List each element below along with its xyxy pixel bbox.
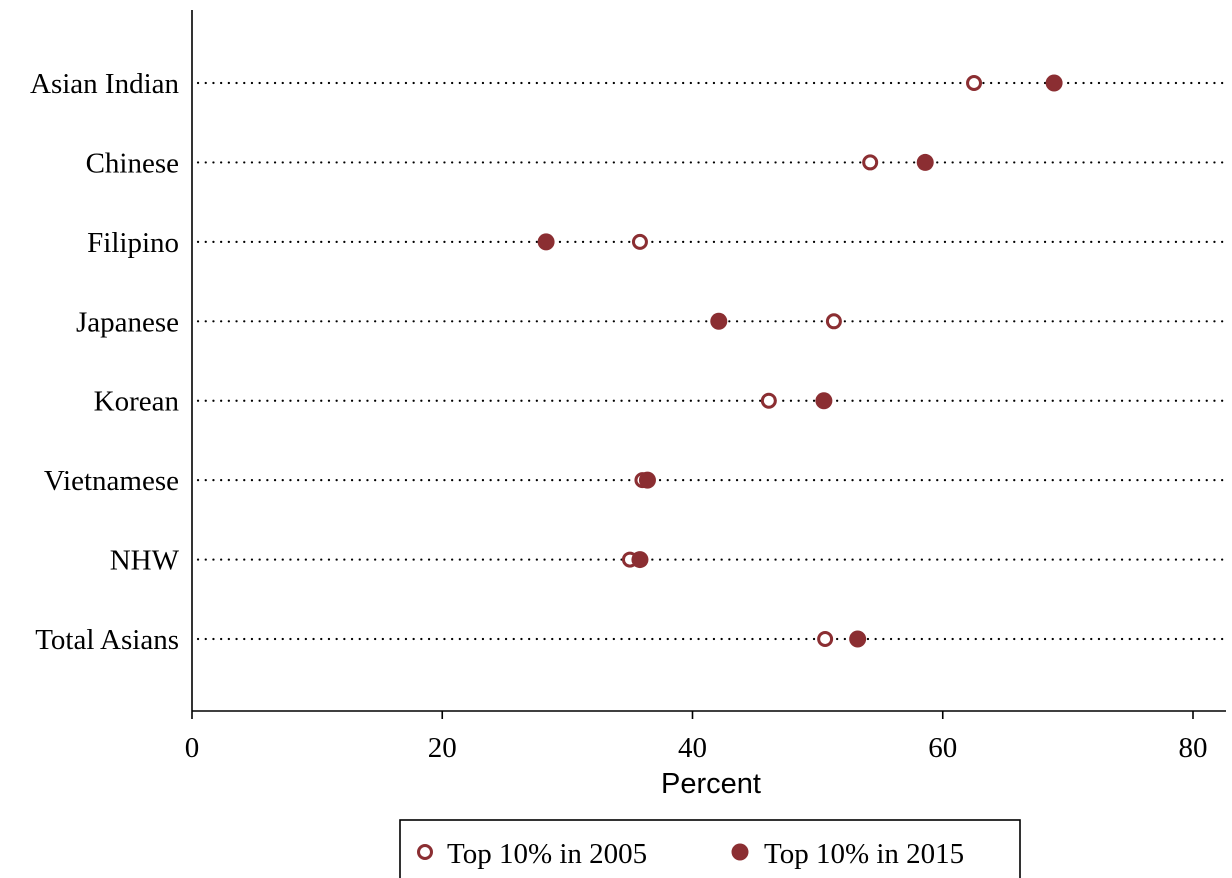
x-tick-label: 60: [928, 732, 957, 764]
point-2015: [631, 551, 649, 569]
point-2005: [760, 392, 777, 409]
point-2005: [862, 154, 879, 171]
legend: Top 10% in 2005 Top 10% in 2015: [399, 819, 1021, 878]
point-2015: [1045, 74, 1063, 92]
legend-label-2005: Top 10% in 2005: [447, 838, 647, 870]
gridlines: [196, 81, 1228, 641]
x-tick-label: 0: [185, 732, 200, 764]
legend-marker-2015: [731, 843, 749, 861]
axes: [191, 10, 1226, 712]
point-2015: [710, 312, 728, 330]
legend-box: [399, 819, 1021, 878]
legend-label-2015: Top 10% in 2015: [764, 838, 964, 870]
y-tick-label: Korean: [94, 386, 180, 418]
x-tick-label: 80: [1179, 732, 1208, 764]
point-2005: [825, 313, 842, 330]
point-2015: [537, 233, 555, 251]
x-tick-label: 40: [678, 732, 707, 764]
legend-marker-2005: [417, 844, 433, 860]
x-axis-title: Percent: [661, 768, 761, 800]
y-tick-label: Total Asians: [35, 624, 179, 656]
data-points: [537, 74, 1063, 648]
y-tick-label: Filipino: [87, 227, 179, 259]
y-tick-label: Asian Indian: [30, 68, 179, 100]
point-2005: [817, 631, 834, 648]
point-2015: [815, 392, 833, 410]
y-tick-label: Vietnamese: [44, 465, 179, 497]
point-2005: [966, 75, 983, 91]
y-tick-label: Japanese: [76, 306, 179, 338]
point-2015: [638, 471, 656, 489]
point-2015: [849, 630, 867, 648]
y-tick-label: NHW: [110, 545, 180, 577]
x-tick-label: 20: [428, 732, 457, 764]
y-tick-label: Chinese: [86, 147, 179, 179]
point-2005: [631, 233, 648, 250]
x-ticks: 0 20 40 60 80: [185, 711, 1208, 764]
y-tick-labels: Asian Indian Chinese Filipino Japanese Korea…: [30, 68, 180, 656]
point-2015: [916, 153, 934, 171]
